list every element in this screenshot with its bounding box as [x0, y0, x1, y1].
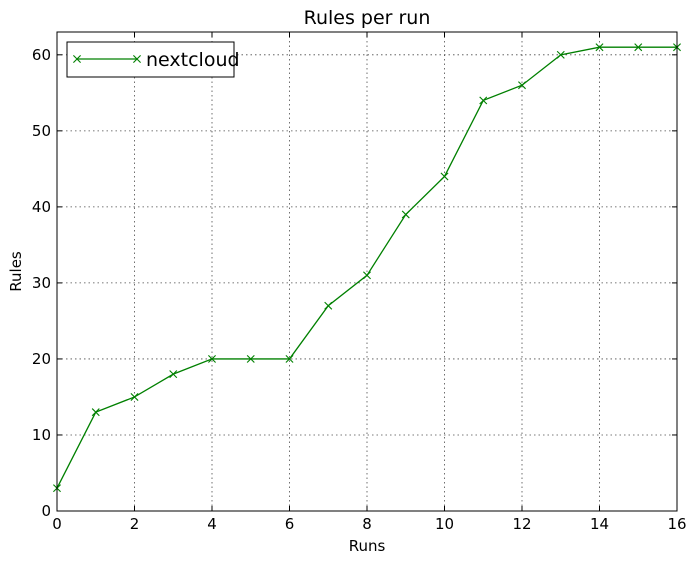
x-tick-label: 8 — [362, 515, 372, 533]
data-point — [91, 408, 100, 417]
data-point — [479, 96, 488, 105]
data-point — [169, 370, 178, 379]
y-tick-label: 60 — [32, 46, 51, 64]
data-point — [363, 271, 371, 280]
chart-title: Rules per run — [304, 7, 431, 29]
x-tick-label: 0 — [52, 515, 62, 533]
x-tick-label: 6 — [285, 515, 295, 533]
legend-marker — [133, 55, 141, 63]
x-tick-label: 2 — [130, 515, 140, 533]
y-tick-label: 20 — [32, 350, 51, 368]
data-point — [130, 392, 139, 401]
y-axis-label: Rules — [7, 251, 25, 292]
data-point — [440, 172, 449, 181]
data-point — [556, 50, 565, 59]
legend-label: nextcloud — [146, 49, 240, 71]
legend: nextcloud — [66, 41, 240, 78]
axis-ticks: 0 2 4 6 8 10 12 14 16 0 10 20 30 40 50 60 — [32, 32, 687, 533]
data-point — [634, 43, 643, 52]
data-point — [324, 301, 333, 310]
series-layer — [53, 43, 681, 493]
x-tick-label: 16 — [667, 515, 686, 533]
x-axis-label: Runs — [349, 537, 386, 555]
x-tick-label: 14 — [590, 515, 609, 533]
data-point — [595, 43, 604, 52]
y-tick-label: 0 — [41, 502, 51, 520]
y-tick-label: 10 — [32, 426, 51, 444]
data-point — [518, 81, 526, 90]
data-point — [401, 210, 410, 219]
legend-marker — [73, 55, 81, 63]
y-tick-label: 50 — [32, 122, 51, 140]
y-tick-label: 30 — [32, 274, 51, 292]
data-point — [285, 354, 294, 363]
x-tick-label: 4 — [207, 515, 217, 533]
data-point — [246, 354, 255, 363]
x-tick-label: 12 — [512, 515, 531, 533]
x-tick-label: 10 — [435, 515, 454, 533]
data-point — [208, 354, 216, 363]
y-tick-label: 40 — [32, 198, 51, 216]
